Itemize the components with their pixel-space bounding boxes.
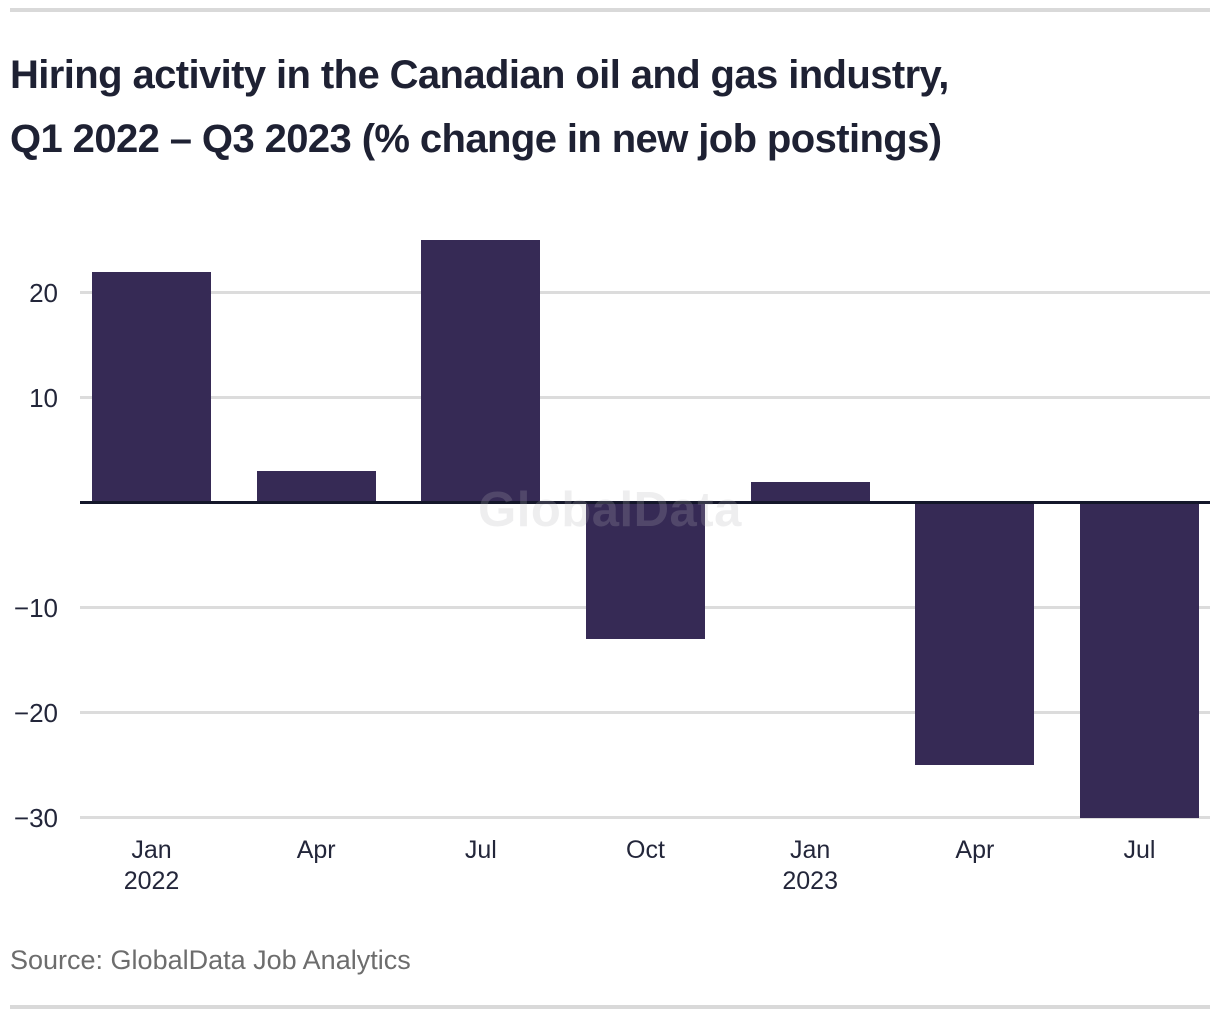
chart-title-line-1: Hiring activity in the Canadian oil and … [10, 53, 949, 97]
top-divider [10, 8, 1210, 12]
source-note: Source: GlobalData Job Analytics [10, 945, 411, 975]
x-axis-label: Oct [626, 836, 665, 864]
y-axis-label: −10 [13, 592, 58, 623]
y-axis-label: −20 [13, 697, 58, 728]
bar-jul-2023 [1080, 502, 1200, 818]
y-axis-label: 20 [29, 277, 58, 308]
bottom-divider [10, 1005, 1210, 1009]
bar-jan-2022 [92, 271, 211, 503]
gridline--20 [80, 711, 1210, 714]
bar-oct-2022 [586, 502, 705, 639]
bar-jul-2022 [421, 240, 541, 503]
gridline--30 [80, 816, 1210, 819]
globaldata-watermark: GlobalData [478, 483, 742, 537]
y-axis-label: −30 [13, 802, 58, 833]
x-axis-label: Jul [464, 836, 497, 864]
x-axis-label: Jan 2023 [782, 836, 838, 895]
chart-title: Hiring activity in the Canadian oil and … [10, 43, 1200, 171]
y-axis-label: 10 [29, 382, 58, 413]
x-axis-label: Jul [1123, 836, 1156, 864]
chart-title-line-2: Q1 2022 – Q3 2023 (% change in new job p… [10, 117, 942, 161]
bar-apr-2023 [915, 502, 1035, 765]
x-axis-label: Apr [296, 836, 336, 864]
x-axis-label: Jan 2022 [123, 836, 180, 895]
x-axis-zero-line [80, 501, 1210, 504]
gridline-20 [80, 291, 1210, 294]
bar-jan-2023 [750, 481, 870, 503]
gridline-10 [80, 396, 1210, 399]
bar-apr-2022 [256, 471, 376, 503]
x-axis-label: Apr [955, 836, 995, 864]
